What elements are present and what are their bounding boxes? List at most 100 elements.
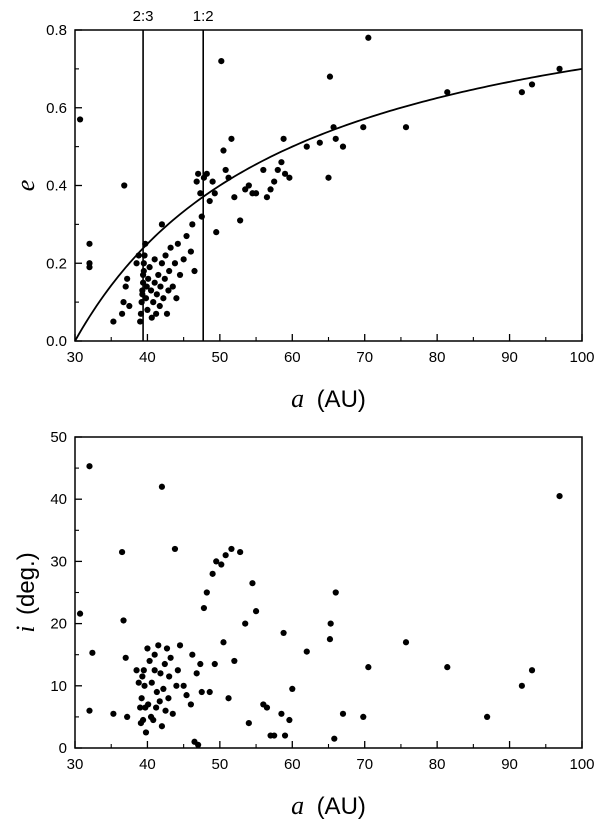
- data-point: [263, 704, 271, 711]
- data-point: [142, 729, 150, 736]
- data-point: [195, 741, 202, 748]
- data-point: [365, 664, 372, 671]
- data-point: [180, 682, 187, 689]
- data-point: [165, 287, 172, 294]
- x-tick-label: 30: [67, 756, 84, 773]
- y-tick-label: 10: [50, 678, 67, 695]
- data-point: [193, 670, 200, 677]
- data-point: [228, 135, 235, 142]
- data-point: [166, 267, 173, 275]
- bottom-x-axis-label: a (AU): [291, 791, 366, 820]
- data-point: [211, 190, 218, 197]
- data-point: [150, 716, 157, 724]
- data-point: [156, 698, 163, 705]
- eccentricity-panel: 2:3 1:2 30 40 50 60 70 80 90 1000.00.20.40.60.8 …: [11, 8, 595, 413]
- data-point: [153, 688, 160, 696]
- data-point: [213, 558, 220, 565]
- bottom-y-axis-label: i (deg.): [11, 552, 40, 632]
- bottom-plot-frame: [74, 436, 583, 749]
- data-point: [206, 688, 213, 696]
- data-point: [278, 159, 285, 166]
- data-point: [148, 679, 155, 686]
- y-tick-label: 0.2: [46, 255, 67, 272]
- data-point: [332, 135, 339, 142]
- data-point: [120, 617, 127, 624]
- data-point: [211, 660, 218, 668]
- data-point: [197, 660, 204, 668]
- data-point: [173, 295, 180, 302]
- data-point: [326, 73, 334, 80]
- data-point: [143, 283, 150, 290]
- data-point: [281, 170, 289, 177]
- data-point: [197, 190, 204, 197]
- data-point: [303, 648, 310, 655]
- data-point: [402, 124, 410, 131]
- data-point: [237, 548, 244, 556]
- data-point: [151, 651, 158, 658]
- data-point: [203, 170, 210, 177]
- data-point: [556, 492, 563, 500]
- bottom-x-unit: (AU): [317, 793, 366, 820]
- x-tick-label: 60: [284, 349, 301, 366]
- data-point: [145, 275, 152, 282]
- data-point: [187, 248, 194, 255]
- data-point: [231, 194, 238, 201]
- data-point: [274, 166, 281, 174]
- data-point: [252, 190, 260, 197]
- data-point: [137, 704, 144, 711]
- data-point: [286, 174, 293, 181]
- data-point: [225, 695, 232, 702]
- data-point: [183, 692, 190, 699]
- data-point: [339, 143, 347, 150]
- data-point: [220, 639, 227, 646]
- data-point: [155, 271, 162, 279]
- y-tick-label: 50: [50, 429, 67, 446]
- data-point: [203, 589, 210, 596]
- y-tick-label: 0: [59, 740, 67, 757]
- data-point: [365, 34, 372, 41]
- data-point: [271, 732, 278, 739]
- data-point: [331, 735, 338, 742]
- data-point: [278, 710, 285, 717]
- data-point: [249, 580, 256, 587]
- x-tick-label: 40: [139, 756, 156, 773]
- data-point: [76, 610, 84, 617]
- data-point: [189, 221, 196, 228]
- data-point: [360, 124, 367, 131]
- data-point: [237, 217, 244, 224]
- data-point: [528, 667, 536, 674]
- data-point: [286, 716, 293, 724]
- data-point: [222, 552, 229, 559]
- data-point: [110, 710, 117, 717]
- data-point: [169, 283, 176, 290]
- data-point: [118, 548, 126, 556]
- data-point: [209, 178, 216, 185]
- data-point: [245, 182, 252, 189]
- top-points: [76, 34, 563, 325]
- data-point: [169, 710, 176, 717]
- data-point: [220, 147, 227, 154]
- data-point: [151, 667, 158, 674]
- resonance-label: 1:2: [193, 8, 214, 25]
- data-point: [176, 271, 184, 279]
- data-point: [303, 143, 310, 150]
- data-point: [165, 695, 172, 702]
- x-tick-label: 80: [429, 349, 446, 366]
- x-tick-label: 70: [356, 756, 373, 773]
- data-point: [151, 279, 158, 286]
- data-point: [139, 673, 146, 680]
- bottom-axis-ticks: 30 40 50 60 70 80 90 100 0 10 20 30 40 50: [50, 429, 594, 773]
- data-point: [144, 306, 151, 313]
- data-point: [161, 275, 168, 282]
- data-point: [183, 232, 190, 240]
- data-point: [171, 260, 179, 267]
- data-point: [86, 707, 93, 714]
- data-point: [133, 260, 140, 267]
- data-point: [263, 194, 271, 201]
- data-point: [289, 685, 296, 693]
- data-point: [222, 166, 229, 174]
- data-point: [158, 723, 166, 730]
- bottom-y-unit: (deg.): [13, 552, 40, 615]
- data-point: [140, 667, 147, 674]
- data-point: [281, 732, 289, 739]
